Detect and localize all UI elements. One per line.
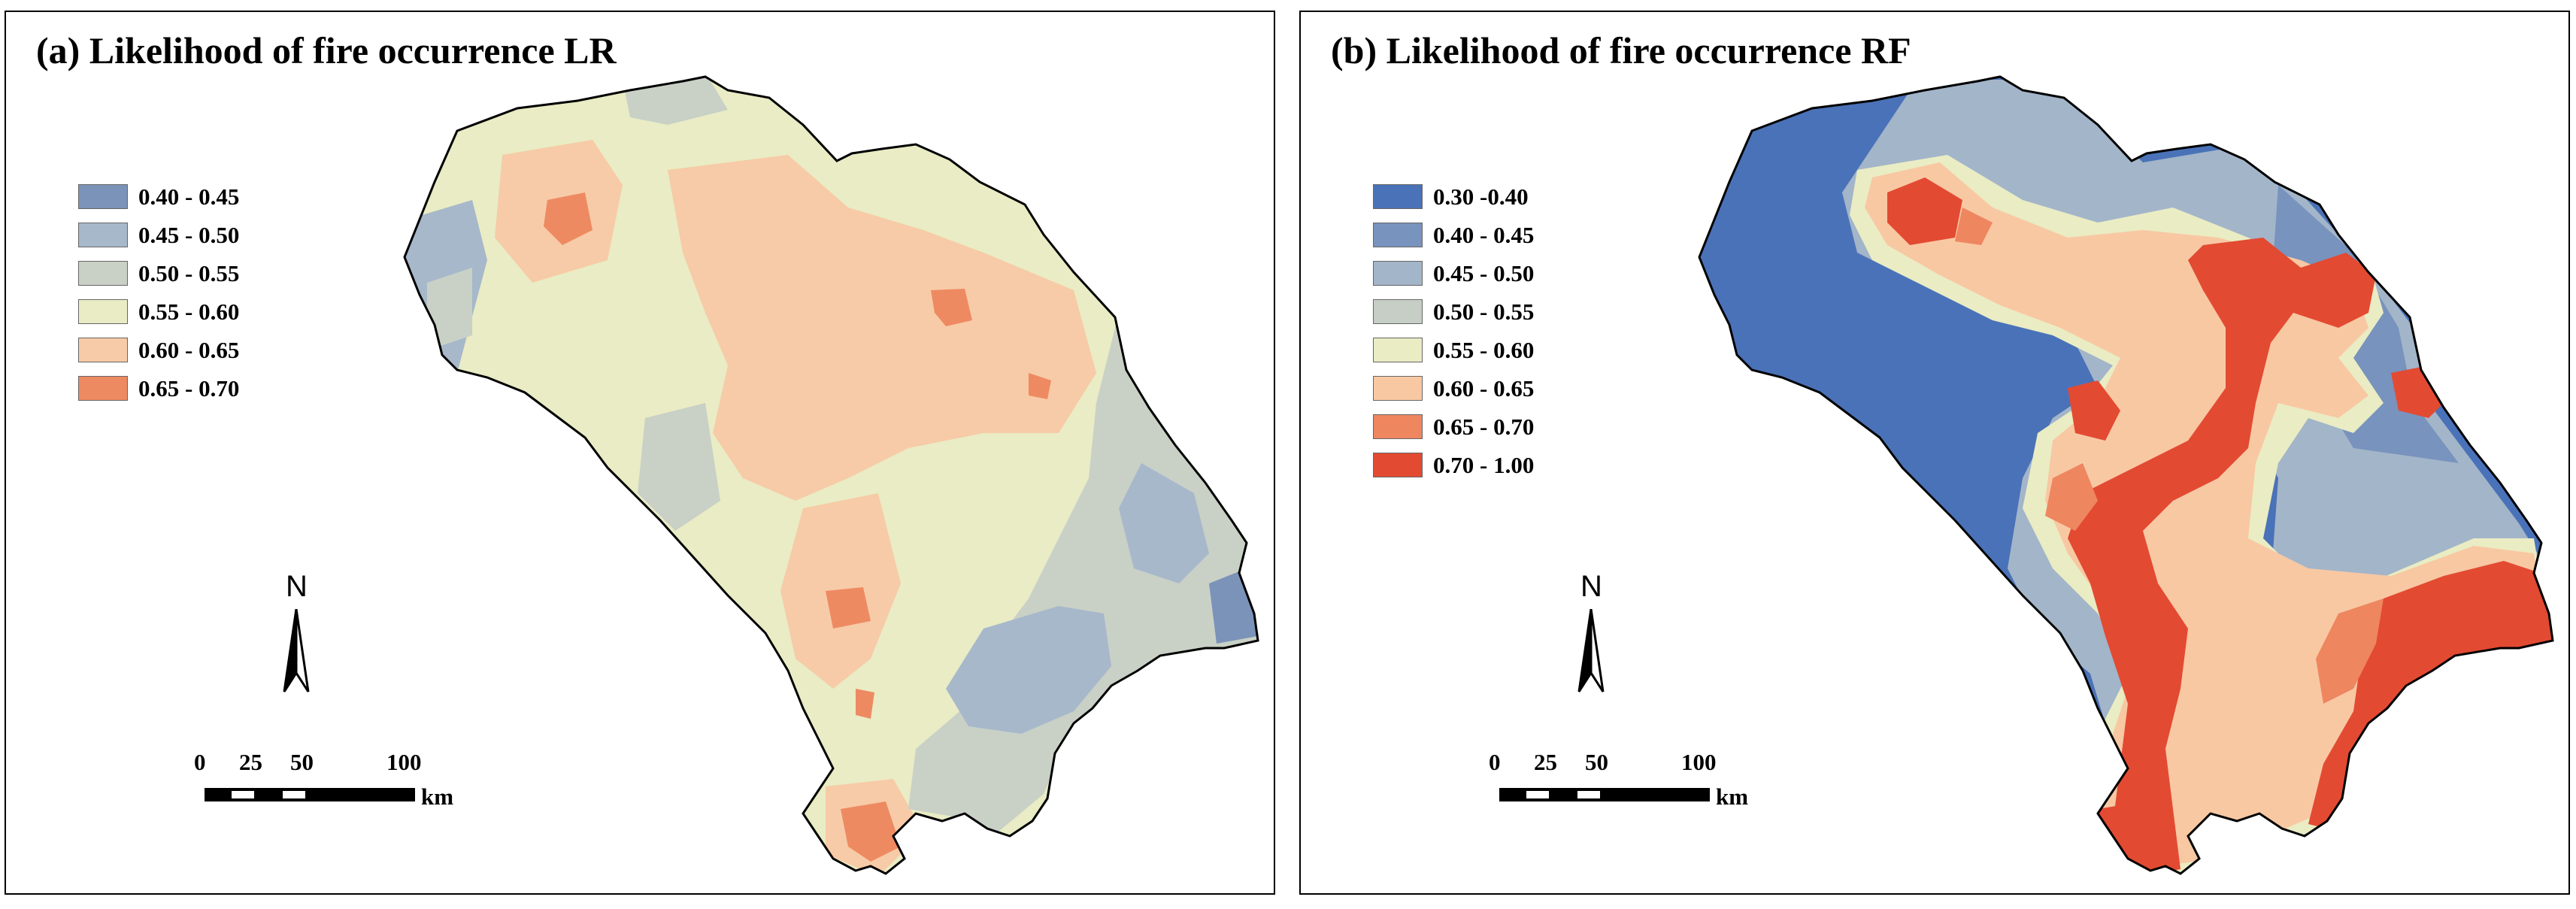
legend-swatch [78,223,128,247]
legend-item: 0.65 - 0.70 [78,369,239,408]
legend-item: 0.55 - 0.60 [78,292,239,331]
legend-item: 0.40 - 0.45 [1373,216,1534,254]
legend-swatch [78,184,128,209]
legend-swatch [78,261,128,286]
scale-tick-label: 50 [290,749,314,775]
scale-tick-label: 100 [1681,749,1717,775]
scale-tick-label: 0 [1489,749,1501,775]
legend-item: 0.60 - 0.65 [1373,369,1534,408]
legend-item: 0.50 - 0.55 [1373,292,1534,331]
legend-label: 0.50 - 0.55 [1433,298,1535,325]
legend-item: 0.55 - 0.60 [1373,331,1534,369]
legend-swatch [1373,261,1423,286]
scale-tick-label: 0 [194,749,206,775]
fire-likelihood-map [403,75,1259,875]
scale-bar-graphic [1499,788,1710,801]
scale-tick-label: 25 [239,749,262,775]
study-area-boundary [1698,75,2554,875]
north-arrow-icon [1577,609,1605,692]
map-panel-rf: (b) Likelihood of fire occurrence RF [1299,11,2570,895]
map-panel-lr: (a) Likelihood of fire occurrence LR [5,11,1275,895]
legend-label: 0.60 - 0.65 [1433,374,1535,401]
scale-unit: km [421,783,454,810]
legend-item: 0.30 -0.40 [1373,177,1534,216]
scale-bar-graphic [205,788,415,801]
legend-swatch [78,376,128,401]
scale-tick-label: 50 [1585,749,1608,775]
legend-label: 0.55 - 0.60 [1433,336,1535,363]
north-letter: N [1580,570,1602,603]
legend: 0.30 -0.40 0.40 - 0.45 0.45 - 0.50 0.50 … [1373,177,1534,484]
legend: 0.40 - 0.45 0.45 - 0.50 0.50 - 0.55 0.55… [78,177,239,408]
north-arrow-icon [283,609,310,692]
legend-label: 0.40 - 0.45 [1433,221,1535,248]
legend-swatch [1373,453,1423,477]
legend-item: 0.45 - 0.50 [78,216,239,254]
study-area-boundary [403,75,1259,875]
legend-label: 0.55 - 0.60 [138,298,240,325]
legend-label: 0.45 - 0.50 [1433,259,1535,286]
legend-label: 0.70 - 1.00 [1433,451,1535,478]
legend-item: 0.40 - 0.45 [78,177,239,216]
legend-label: 0.45 - 0.50 [138,221,240,248]
legend-swatch [78,299,128,324]
legend-item: 0.45 - 0.50 [1373,254,1534,292]
north-letter: N [286,570,308,603]
legend-swatch [1373,376,1423,401]
scale-tick-label: 100 [386,749,422,775]
scale-tick-label: 25 [1534,749,1557,775]
panel-title: (a) Likelihood of fire occurrence LR [36,29,617,71]
legend-item: 0.70 - 1.00 [1373,446,1534,484]
legend-label: 0.40 - 0.45 [138,183,240,210]
legend-item: 0.60 - 0.65 [78,331,239,369]
legend-swatch [1373,223,1423,247]
fire-likelihood-map [1698,75,2554,875]
legend-swatch [1373,299,1423,324]
legend-label: 0.50 - 0.55 [138,259,240,286]
legend-item: 0.50 - 0.55 [78,254,239,292]
legend-swatch [1373,338,1423,362]
legend-label: 0.65 - 0.70 [1433,413,1535,440]
legend-label: 0.60 - 0.65 [138,336,240,363]
panel-title: (b) Likelihood of fire occurrence RF [1331,29,1911,71]
legend-item: 0.65 - 0.70 [1373,408,1534,446]
legend-swatch [78,338,128,362]
legend-label: 0.65 - 0.70 [138,374,240,401]
legend-swatch [1373,414,1423,439]
scale-unit: km [1716,783,1749,810]
legend-swatch [1373,184,1423,209]
legend-label: 0.30 -0.40 [1433,183,1529,210]
